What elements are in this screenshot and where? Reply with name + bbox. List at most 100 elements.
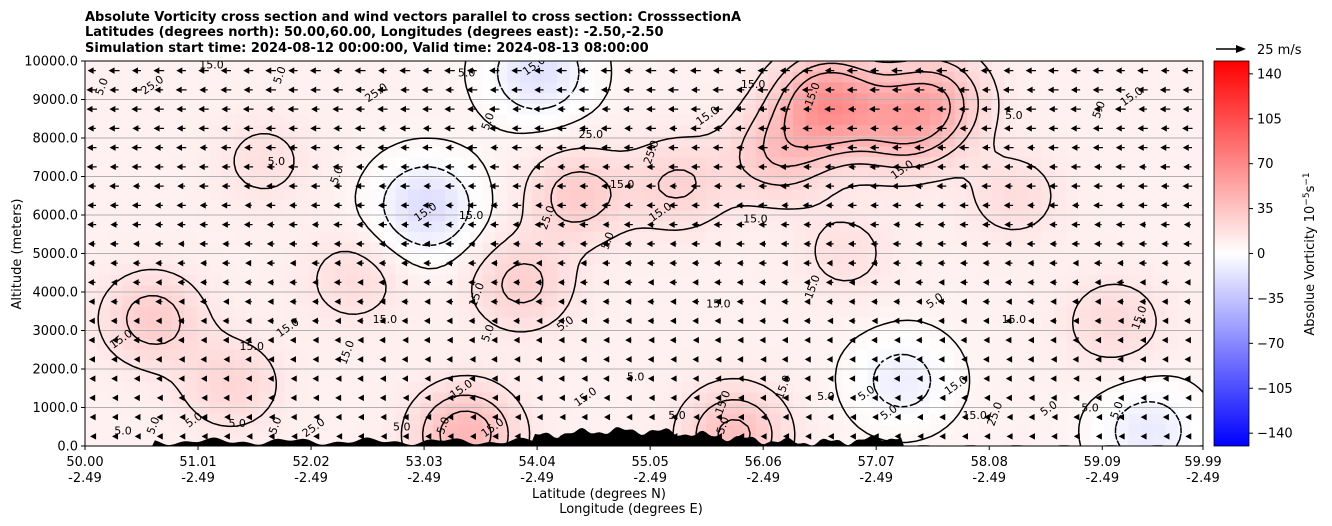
field-cell <box>780 210 794 223</box>
wind-arrow <box>445 298 452 305</box>
field-cell <box>333 232 347 244</box>
field-cell <box>718 125 732 137</box>
field-cell <box>134 253 148 265</box>
field-cell <box>966 232 980 244</box>
wind-arrow <box>220 67 227 74</box>
wind-arrow <box>713 125 720 132</box>
field-cell <box>942 146 956 158</box>
wind-arrow <box>623 144 630 151</box>
field-cell <box>569 167 583 180</box>
wind-arrow <box>668 105 675 113</box>
field-cell <box>370 71 384 83</box>
field-cell <box>693 264 707 276</box>
field-cell <box>842 424 856 436</box>
field-cell <box>954 413 968 426</box>
wind-arrow <box>424 375 431 382</box>
field-cell <box>159 135 173 148</box>
wind-arrow <box>288 144 295 151</box>
field-cell <box>482 403 496 415</box>
field-cell <box>271 274 285 287</box>
field-cell <box>681 125 695 137</box>
field-cell <box>656 157 670 169</box>
field-cell <box>954 221 968 233</box>
field-cell <box>743 82 757 94</box>
field-cell <box>109 61 123 73</box>
wind-arrow <box>625 317 632 325</box>
field-cell <box>333 381 347 394</box>
field-cell <box>209 328 223 340</box>
wind-arrow <box>110 221 117 228</box>
field-cell <box>1116 157 1130 169</box>
field-cell <box>581 178 595 190</box>
wind-arrow <box>422 67 429 74</box>
wind-arrow <box>512 105 519 113</box>
field-cell <box>644 274 658 287</box>
wind-arrow <box>176 67 183 74</box>
wind-arrow <box>534 240 541 248</box>
wind-arrow <box>222 317 229 325</box>
field-cell <box>147 242 161 255</box>
wind-arrow <box>579 67 586 74</box>
field-cell <box>706 381 720 394</box>
field-cell <box>681 221 695 233</box>
field-cell <box>395 210 409 223</box>
wind-arrow <box>601 240 608 248</box>
field-cell <box>271 253 285 265</box>
field-cell <box>395 189 409 201</box>
field-cell <box>743 381 757 394</box>
wind-arrow <box>266 259 273 267</box>
wind-arrow <box>1003 67 1010 74</box>
field-cell <box>631 135 645 148</box>
field-cell <box>209 381 223 394</box>
field-cell <box>507 413 521 426</box>
field-cell <box>892 328 906 340</box>
field-cell <box>656 360 670 372</box>
field-cell <box>159 285 173 297</box>
field-cell <box>507 381 521 394</box>
field-cell <box>358 167 372 180</box>
field-cell <box>904 424 918 436</box>
field-cell <box>656 392 670 404</box>
wind-arrow <box>736 144 743 151</box>
field-cell <box>333 178 347 190</box>
field-cell <box>755 253 769 265</box>
field-cell <box>395 82 409 94</box>
field-cell <box>122 360 136 372</box>
field-cell <box>122 125 136 137</box>
wind-arrow <box>1115 125 1122 132</box>
field-cell <box>246 296 260 308</box>
field-cell <box>1016 157 1030 169</box>
wind-arrow <box>959 259 966 267</box>
field-cell <box>383 103 397 116</box>
field-cell <box>221 253 235 265</box>
field-cell <box>1053 167 1067 180</box>
field-cell <box>457 360 471 372</box>
field-cell <box>234 242 248 255</box>
wind-arrow <box>332 86 339 94</box>
field-cell <box>395 306 409 319</box>
field-cell <box>1178 392 1192 404</box>
field-cell <box>954 189 968 201</box>
field-cell <box>333 157 347 169</box>
field-cell <box>532 360 546 372</box>
field-cell <box>743 339 757 351</box>
field-cell <box>457 189 471 201</box>
field-cell <box>867 71 881 83</box>
wind-arrow <box>892 240 899 248</box>
field-cell <box>768 61 782 73</box>
field-cell <box>407 200 421 212</box>
field-cell <box>97 328 111 340</box>
field-cell <box>979 285 993 297</box>
wind-arrow <box>379 356 386 363</box>
field-cell <box>221 306 235 319</box>
field-cell <box>631 71 645 83</box>
wind-arrow <box>311 221 318 228</box>
wind-arrow <box>379 298 386 305</box>
field-cell <box>134 71 148 83</box>
field-cell <box>1190 349 1203 362</box>
field-cell <box>991 189 1005 201</box>
field-cell <box>519 349 533 362</box>
wind-arrow <box>1072 317 1079 325</box>
wind-arrow <box>581 317 588 325</box>
wind-arrow <box>648 394 655 402</box>
